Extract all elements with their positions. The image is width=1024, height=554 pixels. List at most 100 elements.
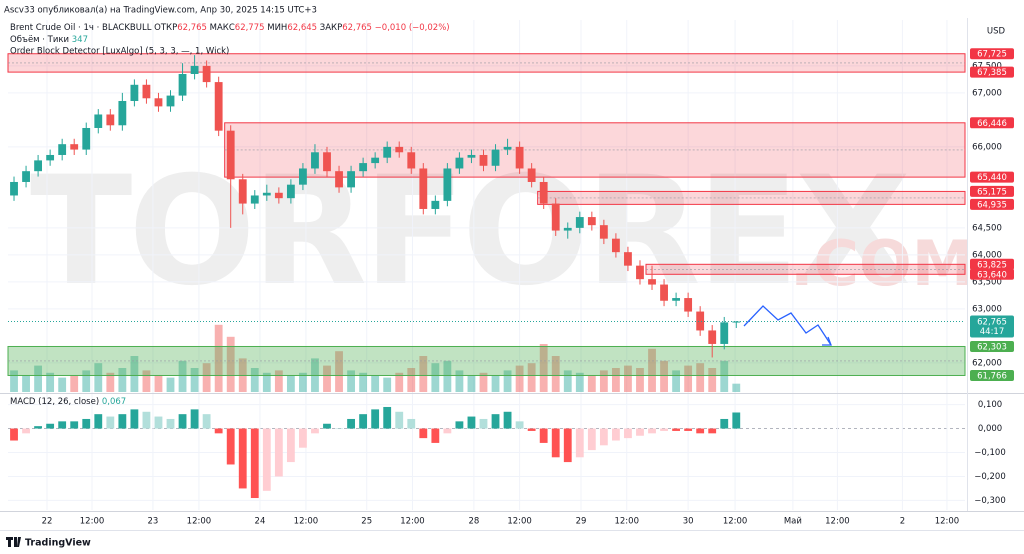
candle-body bbox=[696, 311, 705, 331]
macd-bar bbox=[527, 428, 536, 431]
volume-bar bbox=[636, 368, 644, 392]
legend: Ascv33 опубликовал(а) на TradingView.com… bbox=[4, 6, 1006, 407]
candle-body bbox=[407, 152, 416, 169]
macd-bar bbox=[419, 428, 428, 439]
macd-bar bbox=[515, 421, 524, 429]
macd-bar bbox=[323, 423, 331, 429]
price-badge-label: 65,175 bbox=[977, 187, 1007, 197]
macd-tick-label: 0,100 bbox=[978, 400, 1002, 410]
macd-title: MACD (12, 26, close) bbox=[10, 397, 99, 407]
candle-body bbox=[250, 195, 259, 204]
macd-bar bbox=[696, 428, 705, 434]
macd-bar bbox=[335, 428, 343, 430]
macd-bar bbox=[563, 428, 572, 463]
projection-path bbox=[743, 305, 832, 346]
candle-body bbox=[551, 203, 560, 231]
candle-body bbox=[202, 65, 211, 83]
volume-bar bbox=[58, 377, 67, 392]
candle-body bbox=[166, 95, 175, 107]
volume-bar bbox=[226, 336, 235, 392]
candle-body bbox=[503, 146, 512, 150]
candle-body bbox=[70, 144, 79, 150]
volume-bar bbox=[202, 363, 211, 392]
macd-bar bbox=[46, 423, 55, 429]
macd-bar bbox=[82, 418, 91, 429]
volume-bar bbox=[118, 368, 127, 392]
volume-bar bbox=[34, 365, 43, 392]
macd-bar bbox=[347, 418, 355, 429]
x-tick-label: 30 bbox=[683, 517, 694, 527]
x-tick-label: 29 bbox=[576, 517, 587, 527]
volume-bar bbox=[286, 375, 295, 392]
high-value: 62,775 bbox=[235, 23, 265, 33]
volume-bar bbox=[455, 370, 464, 392]
macd-bar bbox=[443, 428, 452, 434]
open-value: 62,765 bbox=[177, 23, 207, 33]
candle-body bbox=[286, 184, 295, 199]
macd-bar bbox=[575, 428, 584, 458]
macd-bar bbox=[684, 428, 693, 431]
macd-bar bbox=[70, 421, 79, 429]
volume-bar bbox=[214, 324, 223, 392]
candle-body bbox=[419, 168, 428, 209]
x-tick-label: 12:00 bbox=[723, 517, 748, 527]
price-badge-label: 66,446 bbox=[977, 119, 1007, 129]
candle-body bbox=[708, 330, 717, 344]
macd-bar bbox=[22, 428, 30, 434]
candle-body bbox=[720, 322, 729, 344]
x-tick-label: 22 bbox=[42, 517, 53, 527]
x-tick-label: 24 bbox=[255, 517, 266, 527]
volume-bar bbox=[335, 351, 343, 392]
candle-body bbox=[648, 279, 656, 285]
candle-body bbox=[455, 157, 464, 169]
macd-bar bbox=[359, 414, 368, 429]
macd-bar bbox=[202, 414, 211, 429]
price-badge-label: 63,640 bbox=[977, 270, 1007, 280]
candle-body bbox=[94, 114, 103, 128]
candle-body bbox=[262, 192, 271, 196]
volume-bar bbox=[178, 360, 187, 392]
macd-bar bbox=[431, 428, 440, 443]
x-tick-label: 12:00 bbox=[507, 517, 532, 527]
macd-bar bbox=[539, 428, 548, 443]
candle-body bbox=[335, 171, 343, 188]
price-badge bbox=[970, 171, 1014, 183]
macd-bar bbox=[10, 428, 18, 441]
volume bbox=[10, 324, 741, 392]
candle-body bbox=[274, 192, 283, 199]
candle-body bbox=[130, 84, 139, 101]
candle-body bbox=[118, 100, 127, 126]
price-badge bbox=[970, 258, 1014, 270]
change-value: −0,010 (−0,02%) bbox=[375, 23, 450, 33]
candle-body bbox=[383, 146, 392, 158]
candle-body bbox=[154, 98, 163, 107]
price-badge-label: 65,440 bbox=[977, 173, 1007, 183]
macd-bar bbox=[34, 426, 43, 429]
volume-bar bbox=[407, 368, 416, 392]
y-tick-label: 67,000 bbox=[972, 88, 1002, 98]
macd-bar bbox=[130, 409, 139, 429]
macd-bar bbox=[154, 416, 163, 429]
volume-bar bbox=[527, 363, 536, 392]
candle-body bbox=[672, 298, 681, 301]
candle-body bbox=[82, 127, 91, 150]
x-tick-label: 2 bbox=[900, 517, 905, 527]
candle-body bbox=[22, 171, 30, 182]
candle-body bbox=[527, 168, 536, 182]
volume-bar bbox=[443, 360, 452, 392]
candle-body bbox=[311, 152, 319, 169]
price-badge bbox=[970, 48, 1014, 60]
y-tick-label: 64,500 bbox=[972, 223, 1002, 233]
macd-bar bbox=[467, 416, 476, 429]
macd-bar bbox=[299, 428, 307, 448]
candle-body bbox=[299, 168, 307, 185]
order-blocks bbox=[7, 53, 966, 376]
volume-bar bbox=[323, 365, 331, 392]
price-badge bbox=[970, 117, 1014, 129]
volume-bar bbox=[359, 372, 368, 392]
currency: USD bbox=[987, 27, 1006, 37]
candle-body bbox=[467, 154, 476, 158]
macd-tick-label: −0,200 bbox=[974, 472, 1005, 482]
high-label: МАКС bbox=[210, 23, 235, 33]
